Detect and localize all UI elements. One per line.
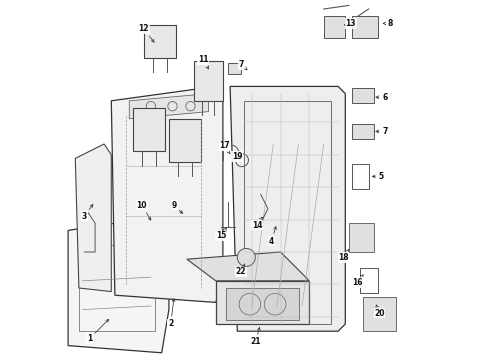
Polygon shape <box>111 86 223 302</box>
Text: 13: 13 <box>344 19 355 28</box>
Text: 7: 7 <box>375 127 387 136</box>
Polygon shape <box>168 119 201 162</box>
Text: 11: 11 <box>198 55 208 69</box>
Text: 16: 16 <box>352 275 363 287</box>
Text: 14: 14 <box>251 217 262 230</box>
Polygon shape <box>129 94 208 119</box>
Polygon shape <box>215 281 309 324</box>
Text: 1: 1 <box>87 319 108 343</box>
Text: 19: 19 <box>232 152 242 161</box>
Polygon shape <box>352 16 377 38</box>
Polygon shape <box>226 288 298 320</box>
Text: 10: 10 <box>136 201 150 220</box>
Polygon shape <box>194 61 223 101</box>
Text: 18: 18 <box>338 249 348 262</box>
Polygon shape <box>352 88 373 103</box>
Text: 9: 9 <box>171 201 182 213</box>
Polygon shape <box>230 86 345 331</box>
Text: 2: 2 <box>168 299 175 328</box>
Text: 5: 5 <box>371 172 383 181</box>
Text: 12: 12 <box>138 24 154 42</box>
Polygon shape <box>352 124 373 139</box>
Polygon shape <box>133 108 165 151</box>
Text: 3: 3 <box>81 204 93 220</box>
Polygon shape <box>186 252 309 281</box>
Polygon shape <box>68 216 168 353</box>
Polygon shape <box>143 25 176 58</box>
Text: 6: 6 <box>375 93 386 102</box>
Polygon shape <box>363 297 395 331</box>
Polygon shape <box>323 16 345 38</box>
Text: 4: 4 <box>268 227 276 246</box>
Text: 21: 21 <box>249 328 260 346</box>
Text: 20: 20 <box>373 305 384 318</box>
Polygon shape <box>228 63 241 74</box>
Polygon shape <box>75 144 111 292</box>
Text: 22: 22 <box>235 264 245 276</box>
Text: 7: 7 <box>238 60 246 70</box>
Text: 17: 17 <box>219 141 229 154</box>
Circle shape <box>237 248 255 266</box>
Text: 15: 15 <box>216 228 226 240</box>
Polygon shape <box>348 223 373 252</box>
Text: 8: 8 <box>383 19 392 28</box>
